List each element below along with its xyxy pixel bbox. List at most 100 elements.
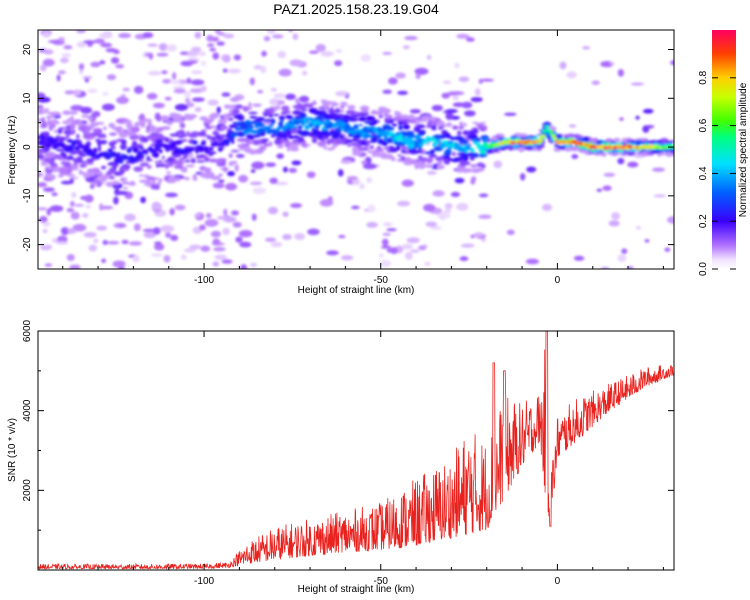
heatmap-cell	[230, 139, 235, 144]
heatmap-cell	[635, 225, 642, 230]
heatmap-cell	[238, 230, 253, 238]
heatmap-cell	[400, 120, 408, 126]
heatmap-cell	[68, 155, 73, 161]
heatmap-cell	[189, 88, 203, 94]
heatmap-cell	[121, 139, 127, 145]
heatmap-cell	[39, 64, 47, 72]
heatmap-cell	[353, 149, 359, 153]
heatmap-cell	[280, 118, 284, 124]
heatmap-cell	[297, 125, 303, 130]
heatmap-cell	[520, 173, 526, 181]
heatmap-cell	[443, 158, 451, 165]
heatmap-cell	[289, 125, 296, 129]
heatmap-cell	[476, 162, 485, 168]
heatmap-cell	[56, 134, 60, 140]
heatmap-cell	[426, 54, 432, 60]
heatmap-cell	[199, 224, 206, 231]
heatmap-cell	[114, 159, 119, 164]
heatmap-cell	[358, 116, 367, 122]
heatmap-cell	[436, 161, 444, 164]
heatmap-cell	[453, 157, 460, 163]
heatmap-cell	[162, 78, 172, 84]
heatmap-cell	[491, 135, 497, 141]
heatmap-cell	[152, 102, 165, 109]
heatmap-cell	[42, 228, 48, 234]
heatmap-cell	[525, 258, 540, 265]
heatmap-cell	[470, 178, 476, 185]
colorbar-ticks: 0.0 0.2 0.4 0.6 0.8	[698, 70, 736, 276]
heatmap-cell	[177, 159, 182, 164]
heatmap-cell	[563, 147, 573, 152]
heatmap-cell	[210, 147, 214, 151]
heatmap-cell	[501, 146, 509, 150]
heatmap-cell	[84, 194, 94, 203]
heatmap-cell	[292, 135, 300, 139]
heatmap-cell	[613, 152, 623, 155]
heatmap-cell	[281, 105, 290, 112]
heatmap-cell	[422, 118, 427, 122]
heatmap-cell	[454, 177, 465, 184]
heatmap-cell	[194, 148, 200, 154]
heatmap-cell	[272, 130, 279, 136]
heatmap-cell	[378, 253, 384, 258]
heatmap-cell	[229, 109, 233, 115]
heatmap-cell	[165, 146, 170, 152]
heatmap-cell	[138, 179, 149, 183]
snr-xtick-label: 0	[555, 576, 561, 587]
heatmap-cell	[428, 154, 438, 158]
heatmap-cell	[105, 48, 118, 53]
heatmap-cell	[394, 110, 399, 115]
heatmap-cell	[269, 177, 278, 184]
heatmap-cell	[386, 228, 397, 232]
heatmap-cell	[94, 38, 105, 44]
heatmap-cell	[161, 126, 171, 130]
heatmap-cell	[596, 188, 603, 192]
heatmap-cell	[268, 123, 274, 128]
heatmap-cell	[225, 182, 238, 191]
heatmap-cell	[133, 223, 141, 232]
heatmap-cell	[617, 254, 627, 262]
heatmap-cell	[156, 114, 162, 122]
heatmap-cell	[107, 240, 120, 245]
heatmap-cell	[247, 127, 253, 133]
heatmap-cell	[542, 203, 553, 212]
heatmap-cell	[300, 108, 308, 112]
heatmap-cell	[46, 115, 52, 119]
heatmap-cell	[626, 266, 634, 269]
heatmap-cell	[464, 149, 469, 153]
heatmap-cell	[235, 154, 245, 158]
heatmap-cell	[156, 52, 169, 57]
heatmap-cell	[476, 143, 482, 149]
heatmap-ytick-label: 0	[22, 144, 33, 150]
heatmap-cell	[389, 247, 399, 255]
heatmap-cell	[191, 97, 205, 102]
heatmap-cell	[66, 174, 76, 177]
heatmap-cell	[437, 164, 441, 168]
heatmap-cell	[60, 180, 73, 185]
heatmap-cell	[250, 169, 256, 173]
heatmap-cell	[223, 208, 228, 217]
heatmap-cell	[179, 51, 189, 55]
heatmap-cell	[526, 166, 537, 173]
heatmap-cell	[127, 131, 136, 137]
heatmap-cell	[116, 152, 121, 156]
heatmap-cell	[326, 250, 339, 256]
heatmap-cell	[142, 228, 157, 233]
heatmap-cell	[400, 144, 406, 152]
heatmap-cell	[395, 72, 406, 79]
heatmap-cell	[223, 33, 235, 39]
heatmap-cell	[355, 139, 360, 143]
heatmap-cell	[211, 36, 220, 42]
heatmap-cell	[321, 126, 327, 131]
heatmap-cell	[342, 114, 351, 120]
heatmap-cell	[470, 148, 475, 153]
heatmap-cell	[117, 223, 125, 228]
heatmap-cell	[339, 105, 345, 109]
heatmap-cell	[74, 203, 85, 207]
heatmap-cell	[428, 156, 434, 163]
heatmap-cell	[152, 227, 161, 235]
heatmap-cell	[613, 137, 621, 143]
heatmap-cell	[72, 223, 87, 232]
heatmap-cell	[150, 126, 161, 131]
